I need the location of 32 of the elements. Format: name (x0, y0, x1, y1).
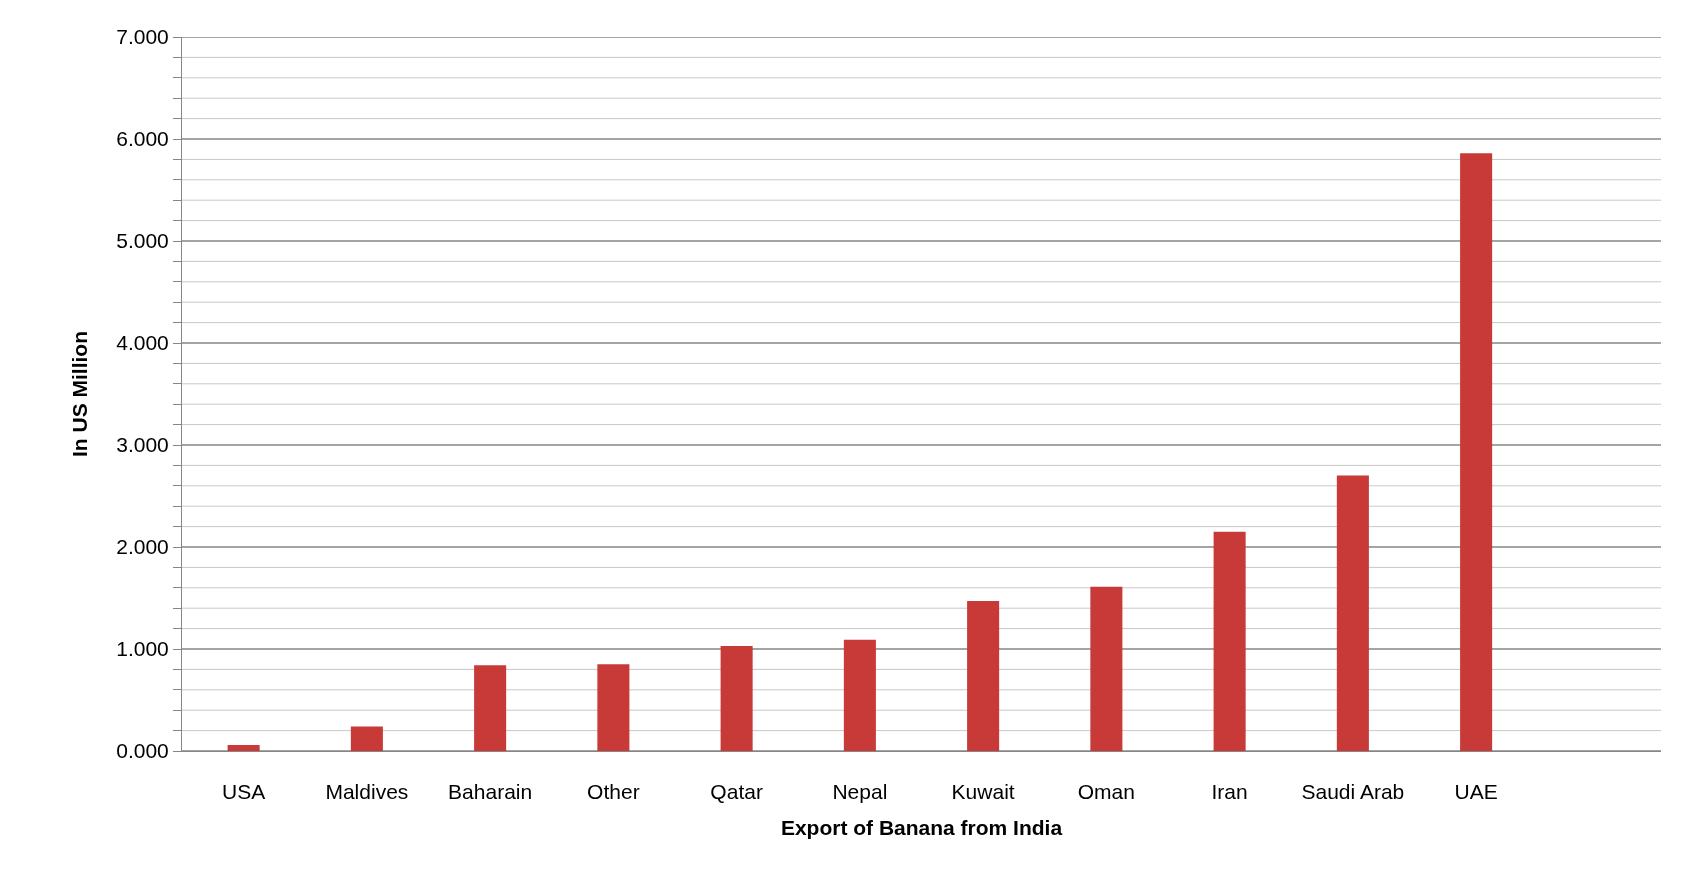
y-tick-label: 6.000 (116, 127, 169, 151)
bar (350, 726, 383, 751)
y-tick-label: 7.000 (116, 25, 169, 49)
x-tick-label: UAE (1454, 780, 1498, 804)
x-tick-label: Qatar (710, 780, 763, 804)
x-tick-label: Nepal (832, 780, 888, 804)
bar (720, 645, 753, 751)
x-tick-label: Other (587, 780, 640, 804)
y-axis-title: In US Million (68, 331, 92, 457)
x-tick-label: Iran (1211, 780, 1248, 804)
bar (1090, 586, 1123, 751)
y-tick-label: 4.000 (116, 331, 169, 355)
y-tick-label: 3.000 (116, 433, 169, 457)
bar (1336, 475, 1369, 751)
x-axis-title: Export of Banana from India (780, 816, 1063, 840)
bar (1213, 531, 1246, 751)
x-tick-label: Oman (1077, 780, 1135, 804)
x-tick-label: Saudi Arab (1301, 780, 1405, 804)
y-tick-label: 0.000 (116, 739, 169, 763)
x-tick-label: Kuwait (951, 780, 1015, 804)
y-tick-label: 5.000 (116, 229, 169, 253)
y-tick-label: 1.000 (116, 637, 169, 661)
bar (967, 601, 1000, 751)
bar (843, 639, 876, 751)
bar (1460, 153, 1493, 751)
bar (597, 664, 630, 751)
y-tick-label: 2.000 (116, 535, 169, 559)
x-tick-label: Baharain (448, 780, 533, 804)
x-tick-label: Maldives (325, 780, 409, 804)
bar (474, 665, 507, 751)
x-tick-label: USA (222, 780, 266, 804)
bar (227, 744, 260, 751)
